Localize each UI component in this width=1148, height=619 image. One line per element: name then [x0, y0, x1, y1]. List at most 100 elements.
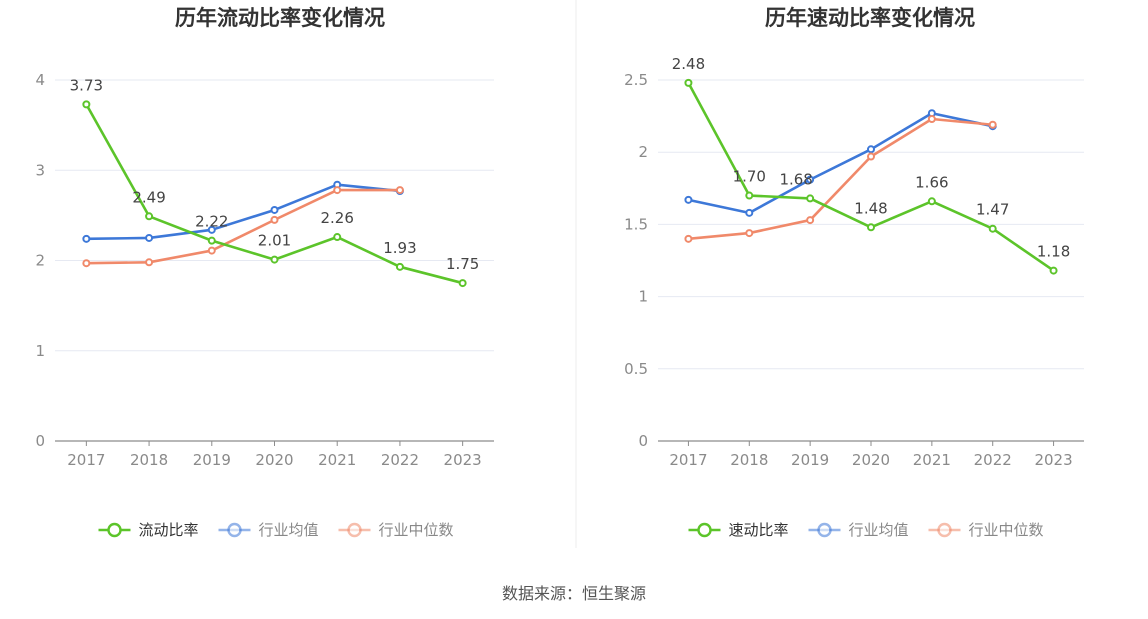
chart-title: 历年流动比率变化情况	[175, 6, 385, 30]
legend-item-3: 行业中位数	[928, 521, 1044, 539]
chart-panel-1: 历年流动比率变化情况 0 1 2 3 4 2017 2018 2019 2020 2021 2022 2…	[35, 6, 494, 539]
data-point-2	[867, 145, 875, 154]
y-tick-label: 3	[35, 161, 45, 179]
data-point-1	[1049, 266, 1058, 275]
x-tick-label: 2018	[730, 451, 768, 469]
data-point-1	[684, 78, 693, 87]
data-point-3	[927, 114, 936, 123]
data-point-3	[745, 229, 754, 238]
data-point-1	[270, 255, 279, 264]
x-tick-label: 2017	[669, 451, 707, 469]
data-point-3	[82, 259, 91, 268]
data-point-3	[684, 234, 693, 243]
legend-label: 流动比率	[139, 521, 199, 539]
data-point-3	[395, 186, 404, 195]
data-source-note: 数据来源：恒生聚源	[501, 584, 646, 603]
x-tick-label: 2021	[913, 451, 951, 469]
legend-label: 行业均值	[259, 521, 319, 539]
x-tick-label: 2020	[255, 451, 293, 469]
data-point-1	[867, 223, 875, 232]
legend-label: 速动比率	[729, 521, 789, 539]
chart-title: 历年速动比率变化情况	[765, 6, 975, 30]
x-tick-label: 2023	[444, 451, 482, 469]
series-line-3	[688, 117, 993, 241]
data-label: 2.26	[321, 209, 354, 227]
legend-item-1: 速动比率	[688, 521, 789, 539]
data-point-2	[745, 208, 754, 217]
data-point-2	[684, 195, 693, 204]
data-point-1	[145, 212, 154, 221]
x-tick-label: 2019	[791, 451, 829, 469]
data-label: 2.01	[258, 232, 291, 250]
data-point-1	[395, 262, 404, 271]
x-tick-label: 2021	[318, 451, 356, 469]
legend-item-2: 行业均值	[808, 521, 909, 539]
data-label: 1.66	[915, 173, 948, 191]
data-label: 1.68	[779, 170, 812, 188]
y-tick-label: 0	[638, 432, 648, 450]
legend-marker-icon	[347, 522, 362, 538]
legend-item-3: 行业中位数	[338, 521, 454, 539]
data-label: 2.22	[195, 213, 228, 231]
data-label: 1.48	[854, 199, 887, 217]
data-point-1	[988, 224, 997, 233]
chart-panel-2: 历年速动比率变化情况 0 0.5 1 1.5 2 2.5 2017 2018 2019 2020 20…	[624, 6, 1084, 539]
y-tick-label: 2	[638, 143, 648, 161]
y-tick-label: 1.5	[624, 215, 648, 233]
legend-marker-icon	[107, 522, 122, 538]
y-tick-label: 1	[35, 342, 45, 360]
data-point-1	[82, 100, 91, 109]
legend-item-2: 行业均值	[218, 521, 319, 539]
data-label: 1.93	[383, 239, 416, 257]
x-tick-label: 2019	[193, 451, 231, 469]
data-label: 1.70	[733, 168, 766, 186]
data-point-3	[988, 120, 997, 129]
data-label: 2.49	[132, 188, 165, 206]
data-point-2	[270, 205, 279, 214]
legend-item-1: 流动比率	[98, 521, 199, 539]
series-line-2	[86, 183, 401, 241]
y-tick-label: 2	[35, 252, 45, 270]
legend-marker-icon	[697, 522, 712, 538]
x-tick-label: 2022	[974, 451, 1012, 469]
y-tick-label: 1	[638, 288, 648, 306]
legend-marker-icon	[937, 522, 952, 538]
x-tick-label: 2020	[852, 451, 890, 469]
data-point-1	[207, 236, 216, 245]
data-point-3	[333, 186, 342, 195]
data-point-3	[207, 246, 216, 255]
data-label: 3.73	[70, 76, 103, 94]
y-tick-label: 4	[35, 71, 45, 89]
data-point-1	[333, 233, 342, 242]
data-label: 1.75	[446, 255, 479, 273]
y-tick-label: 2.5	[624, 71, 648, 89]
data-point-3	[806, 216, 815, 225]
data-point-2	[82, 234, 91, 243]
data-point-3	[867, 152, 875, 161]
x-tick-label: 2023	[1034, 451, 1072, 469]
data-point-1	[927, 197, 936, 206]
data-point-1	[458, 279, 467, 288]
data-point-3	[145, 258, 154, 267]
legend-label: 行业中位数	[969, 521, 1044, 539]
legend-marker-icon	[227, 522, 242, 538]
series-line-3	[86, 188, 400, 265]
data-point-2	[207, 225, 216, 234]
legend-label: 行业均值	[849, 521, 909, 539]
data-point-1	[806, 194, 815, 203]
data-point-1	[745, 191, 754, 200]
x-tick-label: 2017	[67, 451, 105, 469]
x-tick-label: 2022	[381, 451, 419, 469]
data-label: 2.48	[672, 55, 705, 73]
x-tick-label: 2018	[130, 451, 168, 469]
data-point-3	[270, 215, 279, 224]
data-label: 1.47	[976, 201, 1009, 219]
charts-canvas: 历年流动比率变化情况 0 1 2 3 4 2017 2018 2019 2020 2021 2022 2…	[35, 0, 1084, 548]
y-tick-label: 0.5	[624, 360, 648, 378]
legend-label: 行业中位数	[379, 521, 454, 539]
data-point-2	[145, 233, 154, 242]
y-tick-label: 0	[35, 432, 45, 450]
data-point-2	[806, 175, 815, 184]
legend-marker-icon	[817, 522, 832, 538]
series-line-2	[688, 111, 993, 215]
